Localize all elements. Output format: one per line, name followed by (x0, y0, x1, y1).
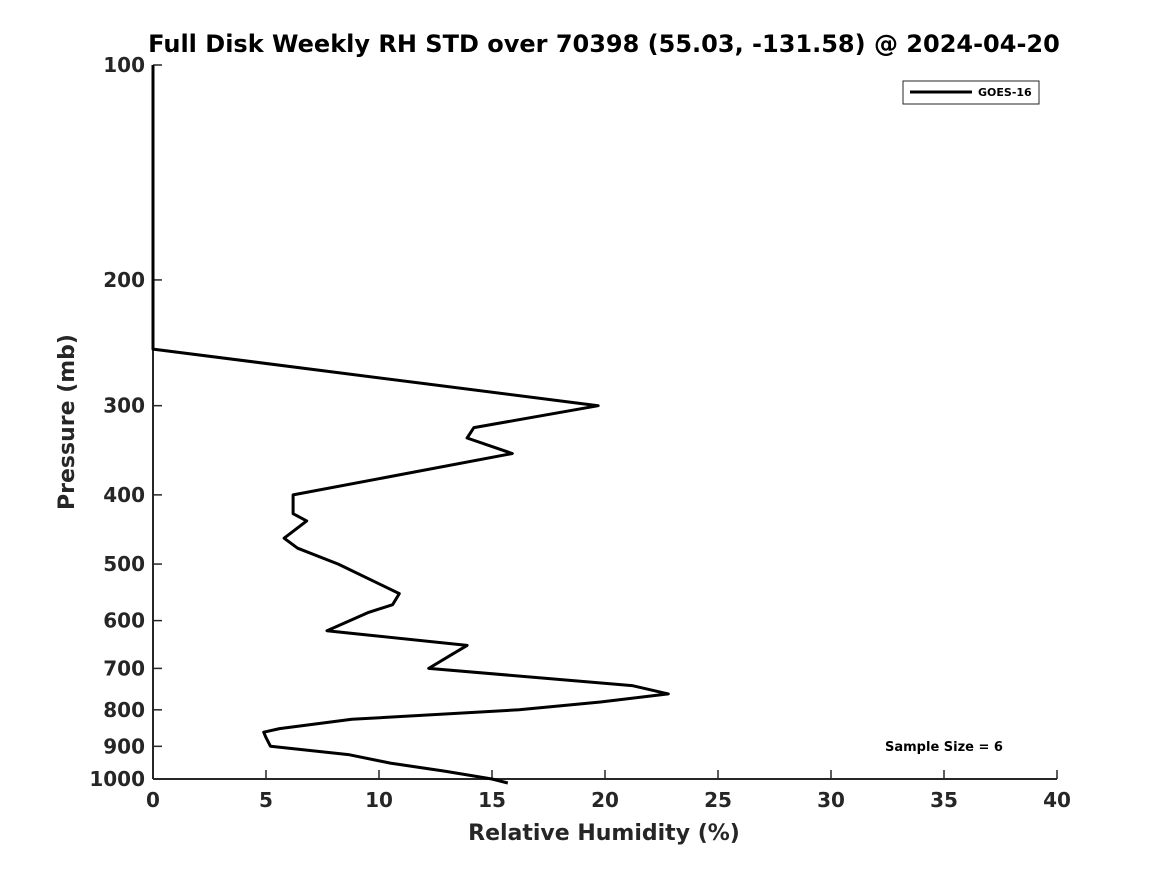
x-tick-label: 5 (259, 788, 273, 812)
x-tick-label: 20 (591, 788, 619, 812)
x-tick-label: 15 (478, 788, 506, 812)
legend: GOES-16 (902, 80, 1040, 105)
x-tick-label: 35 (930, 788, 958, 812)
legend-entry-goes-16: GOES-16 (978, 86, 1032, 99)
x-tick-label: 0 (146, 788, 160, 812)
series-layer (151, 65, 670, 785)
x-tick-label: 10 (365, 788, 393, 812)
y-tick-label: 300 (103, 394, 145, 418)
y-tick-label: 400 (103, 483, 145, 507)
series-line-goes-16 (151, 65, 670, 785)
y-tick-label: 500 (103, 552, 145, 576)
y-tick-label: 600 (103, 609, 145, 633)
chart-title: Full Disk Weekly RH STD over 70398 (55.0… (148, 30, 1060, 58)
y-tick-label: 100 (103, 53, 145, 77)
y-tick-label: 900 (103, 734, 145, 758)
sample-size-annotation: Sample Size = 6 (885, 740, 1003, 755)
y-axis-label: Pressure (mb) (55, 334, 80, 510)
y-tick-label: 700 (103, 656, 145, 680)
x-tick-label: 40 (1043, 788, 1071, 812)
x-axis-label: Relative Humidity (%) (468, 821, 740, 846)
y-tick-label: 800 (103, 698, 145, 722)
y-tick-label: 200 (103, 268, 145, 292)
x-axis-ticks: 0 5 10 15 20 25 30 35 40 (146, 770, 1071, 812)
y-axis-ticks: 100 200 300 400 500 600 700 800 900 1000 (89, 53, 162, 791)
x-tick-label: 25 (704, 788, 732, 812)
x-tick-label: 30 (817, 788, 845, 812)
y-tick-label: 1000 (89, 767, 145, 791)
